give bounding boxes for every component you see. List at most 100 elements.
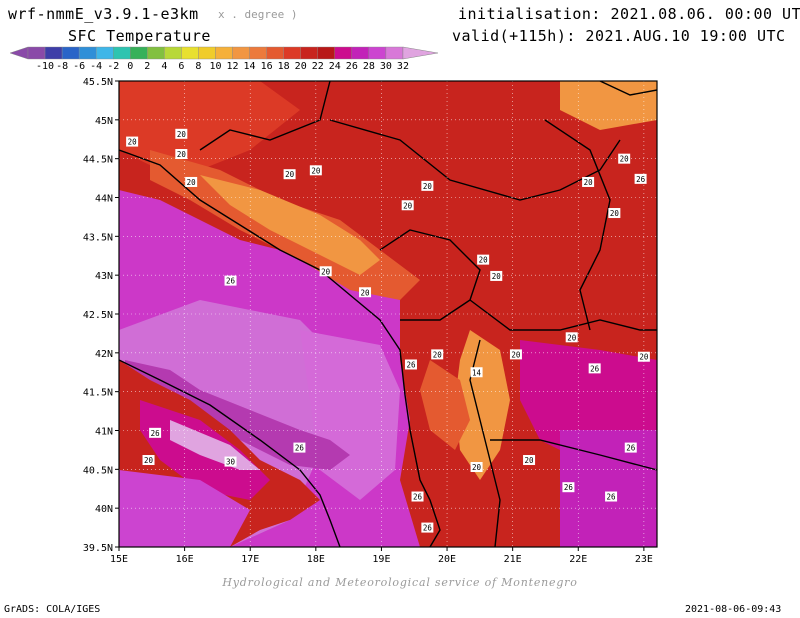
colorbar-tick-label: 32 [397,61,409,72]
contour-label: 20 [359,287,372,298]
lat-tick-label: 43.5N [83,232,113,243]
colorbar-tick-label: -2 [107,61,119,72]
contour-label: 20 [126,136,139,147]
svg-text:20: 20 [433,350,443,359]
svg-text:20: 20 [620,155,630,164]
colorbar-tick-label: 8 [195,61,201,72]
svg-text:26: 26 [295,444,305,453]
contour-label: 20 [421,180,434,191]
svg-text:20: 20 [584,178,594,187]
colorbar-tick-label: 20 [295,61,307,72]
contour-label: 26 [562,482,575,493]
colorbar-tick-label: 30 [380,61,392,72]
lon-tick-label: 21E [504,554,522,565]
colorbar-high-arrow [402,46,439,60]
svg-text:20: 20 [285,170,295,179]
lat-tick-label: 44.5N [83,155,113,166]
lat-tick-label: 40N [95,504,113,515]
colorbar-tick-label: 6 [178,61,184,72]
svg-text:20: 20 [525,456,535,465]
svg-text:26: 26 [413,493,423,502]
lon-tick-label: 23E [635,554,653,565]
coastline-east [119,149,441,547]
footer-software: GrADS: COLA/IGES [4,604,101,615]
colorbar-tick-label: 22 [312,61,324,72]
contour-label: 26 [404,359,417,370]
contour-label: 20 [175,149,188,160]
svg-text:26: 26 [607,493,617,502]
svg-text:20: 20 [511,350,521,359]
contour-label: 30 [224,456,237,467]
colorbar-tick-label: -8 [56,61,68,72]
contour-label: 20 [565,332,578,343]
colorbar-tick-label: 24 [329,61,341,72]
footer-timestamp: 2021-08-06-09:43 [685,604,782,615]
svg-text:20: 20 [639,353,649,362]
svg-text:26: 26 [406,360,416,369]
lat-tick-label: 41N [95,427,113,438]
coastline-italy [119,359,341,547]
lon-tick-label: 18E [307,554,325,565]
contour-label: 26 [149,427,162,438]
contour-label: 20 [509,349,522,360]
lat-tick-label: 42.5N [83,310,113,321]
lon-tick-label: 22E [569,554,587,565]
contour-label: 20 [309,165,322,176]
contour-label: 20 [477,254,490,265]
colorbar-tick-label: 12 [226,61,238,72]
colorbar-tick-label: 18 [278,61,290,72]
svg-text:26: 26 [564,483,574,492]
contour-label: 26 [411,491,424,502]
valid-time: valid(+115h): 2021.AUG.10 19:00 UTC [452,27,786,45]
svg-text:20: 20 [187,178,197,187]
colorbar-tick-label: 4 [161,61,167,72]
contour-label: 20 [618,153,631,164]
contour-label: 20 [142,455,155,466]
svg-text:20: 20 [567,333,577,342]
colorbar-tick-label: 14 [244,61,256,72]
svg-text:20: 20 [177,150,187,159]
svg-text:26: 26 [226,277,236,286]
colorbar-tick-label: -10 [36,61,54,72]
lat-tick-label: 45.5N [83,77,113,88]
contour-label: 20 [319,266,332,277]
svg-text:20: 20 [128,138,138,147]
svg-text:26: 26 [636,175,646,184]
svg-text:26: 26 [423,524,433,533]
contour-label: 20 [401,200,414,211]
footer-credit: Hydrological and Meteorological service … [222,576,578,589]
svg-text:20: 20 [144,456,154,465]
svg-text:20: 20 [423,182,433,191]
colorbar-tick-label: 26 [346,61,358,72]
lon-tick-label: 16E [176,554,194,565]
colorbar-tick-label: 16 [261,61,273,72]
colorbar-tick-label: -6 [73,61,85,72]
colorbar-tick-label: -4 [90,61,102,72]
contour-label: 20 [490,270,503,281]
lat-tick-label: 43N [95,271,113,282]
contour-label: 14 [470,367,483,378]
contour-label: 20 [637,351,650,362]
contour-label: 20 [608,208,621,219]
colorbar-tick-label: 28 [363,61,375,72]
model-title: wrf-nmmE_v3.9.1-e3km [8,5,199,23]
contour-label: 26 [588,363,601,374]
lon-tick-label: 19E [372,554,390,565]
svg-text:14: 14 [472,368,482,377]
svg-text:20: 20 [311,166,321,175]
contour-label: 26 [605,491,618,502]
lat-tick-label: 44N [95,194,113,205]
lon-tick-label: 17E [241,554,259,565]
contour-label: 20 [283,169,296,180]
unit-label: x . degree ) [218,8,298,21]
colorbar-legend: -10 -8 -6 -4 -2 0 2 4 6 8 10 12 14 16 18 20 22 24 26 28 30 32 [9,46,439,72]
contour-label: 20 [175,128,188,139]
contour-label: 26 [624,442,637,453]
contour-label: 20 [470,462,483,473]
initialisation-time: initialisation: 2021.08.06. 00:00 UTC [458,5,800,23]
svg-text:20: 20 [403,201,413,210]
svg-text:30: 30 [226,458,236,467]
svg-text:26: 26 [590,364,600,373]
lat-tick-label: 40.5N [83,465,113,476]
